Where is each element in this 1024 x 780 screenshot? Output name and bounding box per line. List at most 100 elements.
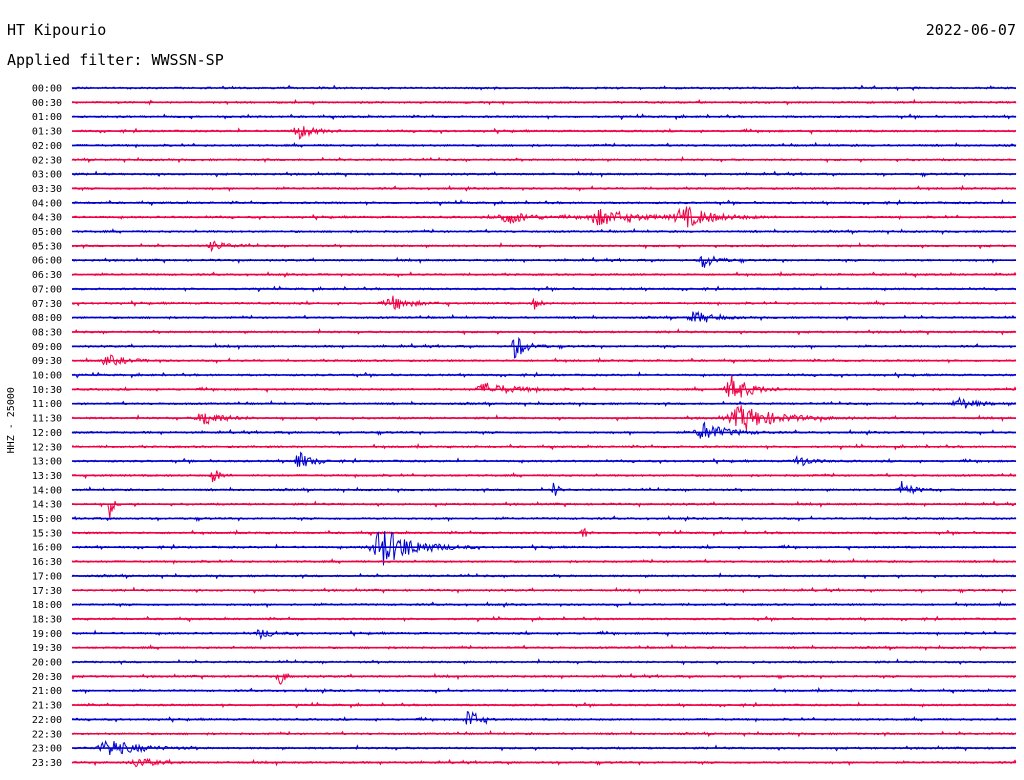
trace-row: 09:00 — [32, 336, 1017, 359]
time-tick-label: 05:00 — [32, 227, 62, 238]
time-tick-label: 10:00 — [32, 371, 62, 382]
time-tick-label: 18:30 — [32, 614, 62, 625]
trace-row: 17:00 — [32, 571, 1017, 582]
time-tick-label: 14:30 — [32, 500, 62, 511]
time-tick-label: 23:30 — [32, 758, 62, 769]
time-tick-label: 02:00 — [32, 141, 62, 152]
trace-row: 14:00 — [32, 481, 1017, 496]
seismic-trace — [71, 481, 1017, 496]
seismic-trace — [71, 451, 1017, 467]
trace-row: 12:00 — [32, 421, 1016, 439]
trace-row: 12:30 — [32, 442, 1017, 453]
time-tick-label: 11:00 — [32, 399, 62, 410]
trace-row: 18:30 — [32, 614, 1017, 625]
seismic-trace — [71, 629, 1017, 641]
trace-row: 17:30 — [32, 586, 1017, 597]
trace-row: 15:30 — [32, 527, 1017, 539]
trace-row: 07:30 — [32, 295, 1017, 311]
time-tick-label: 14:00 — [32, 485, 62, 496]
trace-row: 08:30 — [32, 327, 1017, 338]
trace-row: 13:30 — [32, 470, 1017, 483]
trace-row: 02:00 — [32, 141, 1017, 152]
time-tick-label: 04:00 — [32, 198, 62, 209]
trace-row: 23:30 — [32, 757, 1017, 769]
trace-row: 20:00 — [32, 658, 1017, 669]
trace-row: 05:30 — [32, 240, 1017, 253]
time-tick-label: 07:00 — [32, 284, 62, 295]
time-tick-label: 22:30 — [32, 729, 62, 740]
trace-row: 00:30 — [32, 98, 1017, 109]
trace-row: 09:30 — [32, 354, 1017, 367]
trace-row: 14:30 — [32, 500, 1017, 519]
time-tick-label: 19:30 — [32, 643, 62, 654]
time-tick-label: 21:00 — [32, 686, 62, 697]
trace-row: 11:00 — [32, 396, 1017, 410]
trace-row: 06:00 — [32, 255, 1017, 268]
trace-row: 22:00 — [32, 711, 1017, 726]
trace-row: 07:00 — [32, 284, 1017, 295]
time-tick-label: 07:30 — [32, 299, 62, 310]
station-title: HT Kipourio — [7, 21, 107, 39]
time-tick-label: 13:00 — [32, 457, 62, 468]
seismic-trace — [71, 255, 1017, 268]
trace-row: 10:00 — [32, 371, 1017, 382]
time-tick-label: 23:00 — [32, 744, 62, 755]
time-tick-label: 09:30 — [32, 356, 62, 367]
time-tick-label: 08:00 — [32, 313, 62, 324]
time-tick-label: 06:30 — [32, 270, 62, 281]
time-tick-label: 03:30 — [32, 184, 62, 195]
trace-row: 15:00 — [32, 514, 1017, 525]
trace-row: 10:30 — [32, 375, 1017, 398]
time-tick-label: 16:00 — [32, 543, 62, 554]
time-tick-label: 01:00 — [32, 112, 62, 123]
trace-row: 04:00 — [32, 198, 1017, 209]
time-tick-label: 20:00 — [32, 658, 62, 669]
trace-row: 20:30 — [32, 672, 1017, 685]
time-tick-label: 00:30 — [32, 98, 62, 109]
time-tick-label: 13:30 — [32, 471, 62, 482]
trace-row: 19:00 — [32, 629, 1017, 641]
trace-row: 00:00 — [32, 84, 1017, 95]
trace-row: 21:00 — [32, 686, 1017, 697]
trace-row: 01:30 — [32, 126, 1017, 140]
trace-row: 18:00 — [32, 600, 1017, 611]
time-tick-label: 02:30 — [32, 155, 62, 166]
seismic-trace — [71, 672, 1017, 685]
time-tick-label: 00:00 — [32, 84, 62, 95]
trace-row: 13:00 — [32, 451, 1017, 468]
trace-row: 03:30 — [32, 184, 1017, 195]
time-tick-label: 17:30 — [32, 586, 62, 597]
date-label: 2022-06-07 — [925, 21, 1016, 39]
time-tick-label: 17:00 — [32, 571, 62, 582]
time-tick-label: 22:00 — [32, 715, 62, 726]
seismic-trace — [72, 711, 1017, 725]
trace-row: 01:00 — [32, 112, 1017, 123]
time-tick-label: 12:30 — [32, 442, 62, 453]
trace-rows: 00:00 00:30 01:00 01:30 02:00 02:30 03:00 03:30… — [32, 84, 1017, 769]
filter-label: Applied filter: WWSSN-SP — [7, 51, 224, 69]
trace-row: 08:00 — [32, 310, 1016, 324]
time-tick-label: 05:30 — [32, 241, 62, 252]
trace-row: 22:30 — [32, 729, 1017, 740]
y-axis-label: HHZ - 25000 — [6, 387, 17, 453]
trace-row: 23:00 — [32, 739, 1016, 756]
time-tick-label: 09:00 — [32, 342, 62, 353]
seismic-trace — [71, 470, 1017, 483]
trace-row: 19:30 — [32, 643, 1017, 654]
time-tick-label: 16:30 — [32, 557, 62, 568]
time-tick-label: 19:00 — [32, 629, 62, 640]
trace-row: 16:00 — [32, 531, 1017, 566]
time-tick-label: 01:30 — [32, 127, 62, 138]
trace-row: 21:30 — [32, 701, 1017, 712]
trace-row: 16:30 — [32, 557, 1017, 568]
time-tick-label: 15:00 — [32, 514, 62, 525]
time-tick-label: 15:30 — [32, 528, 62, 539]
trace-row: 04:30 — [32, 205, 1017, 228]
time-tick-label: 12:00 — [32, 428, 62, 439]
trace-row: 11:30 — [32, 405, 1017, 431]
seismic-trace — [71, 126, 1017, 140]
time-tick-label: 04:30 — [32, 213, 62, 224]
seismic-trace — [71, 336, 1017, 359]
trace-row: 05:00 — [32, 227, 1017, 238]
